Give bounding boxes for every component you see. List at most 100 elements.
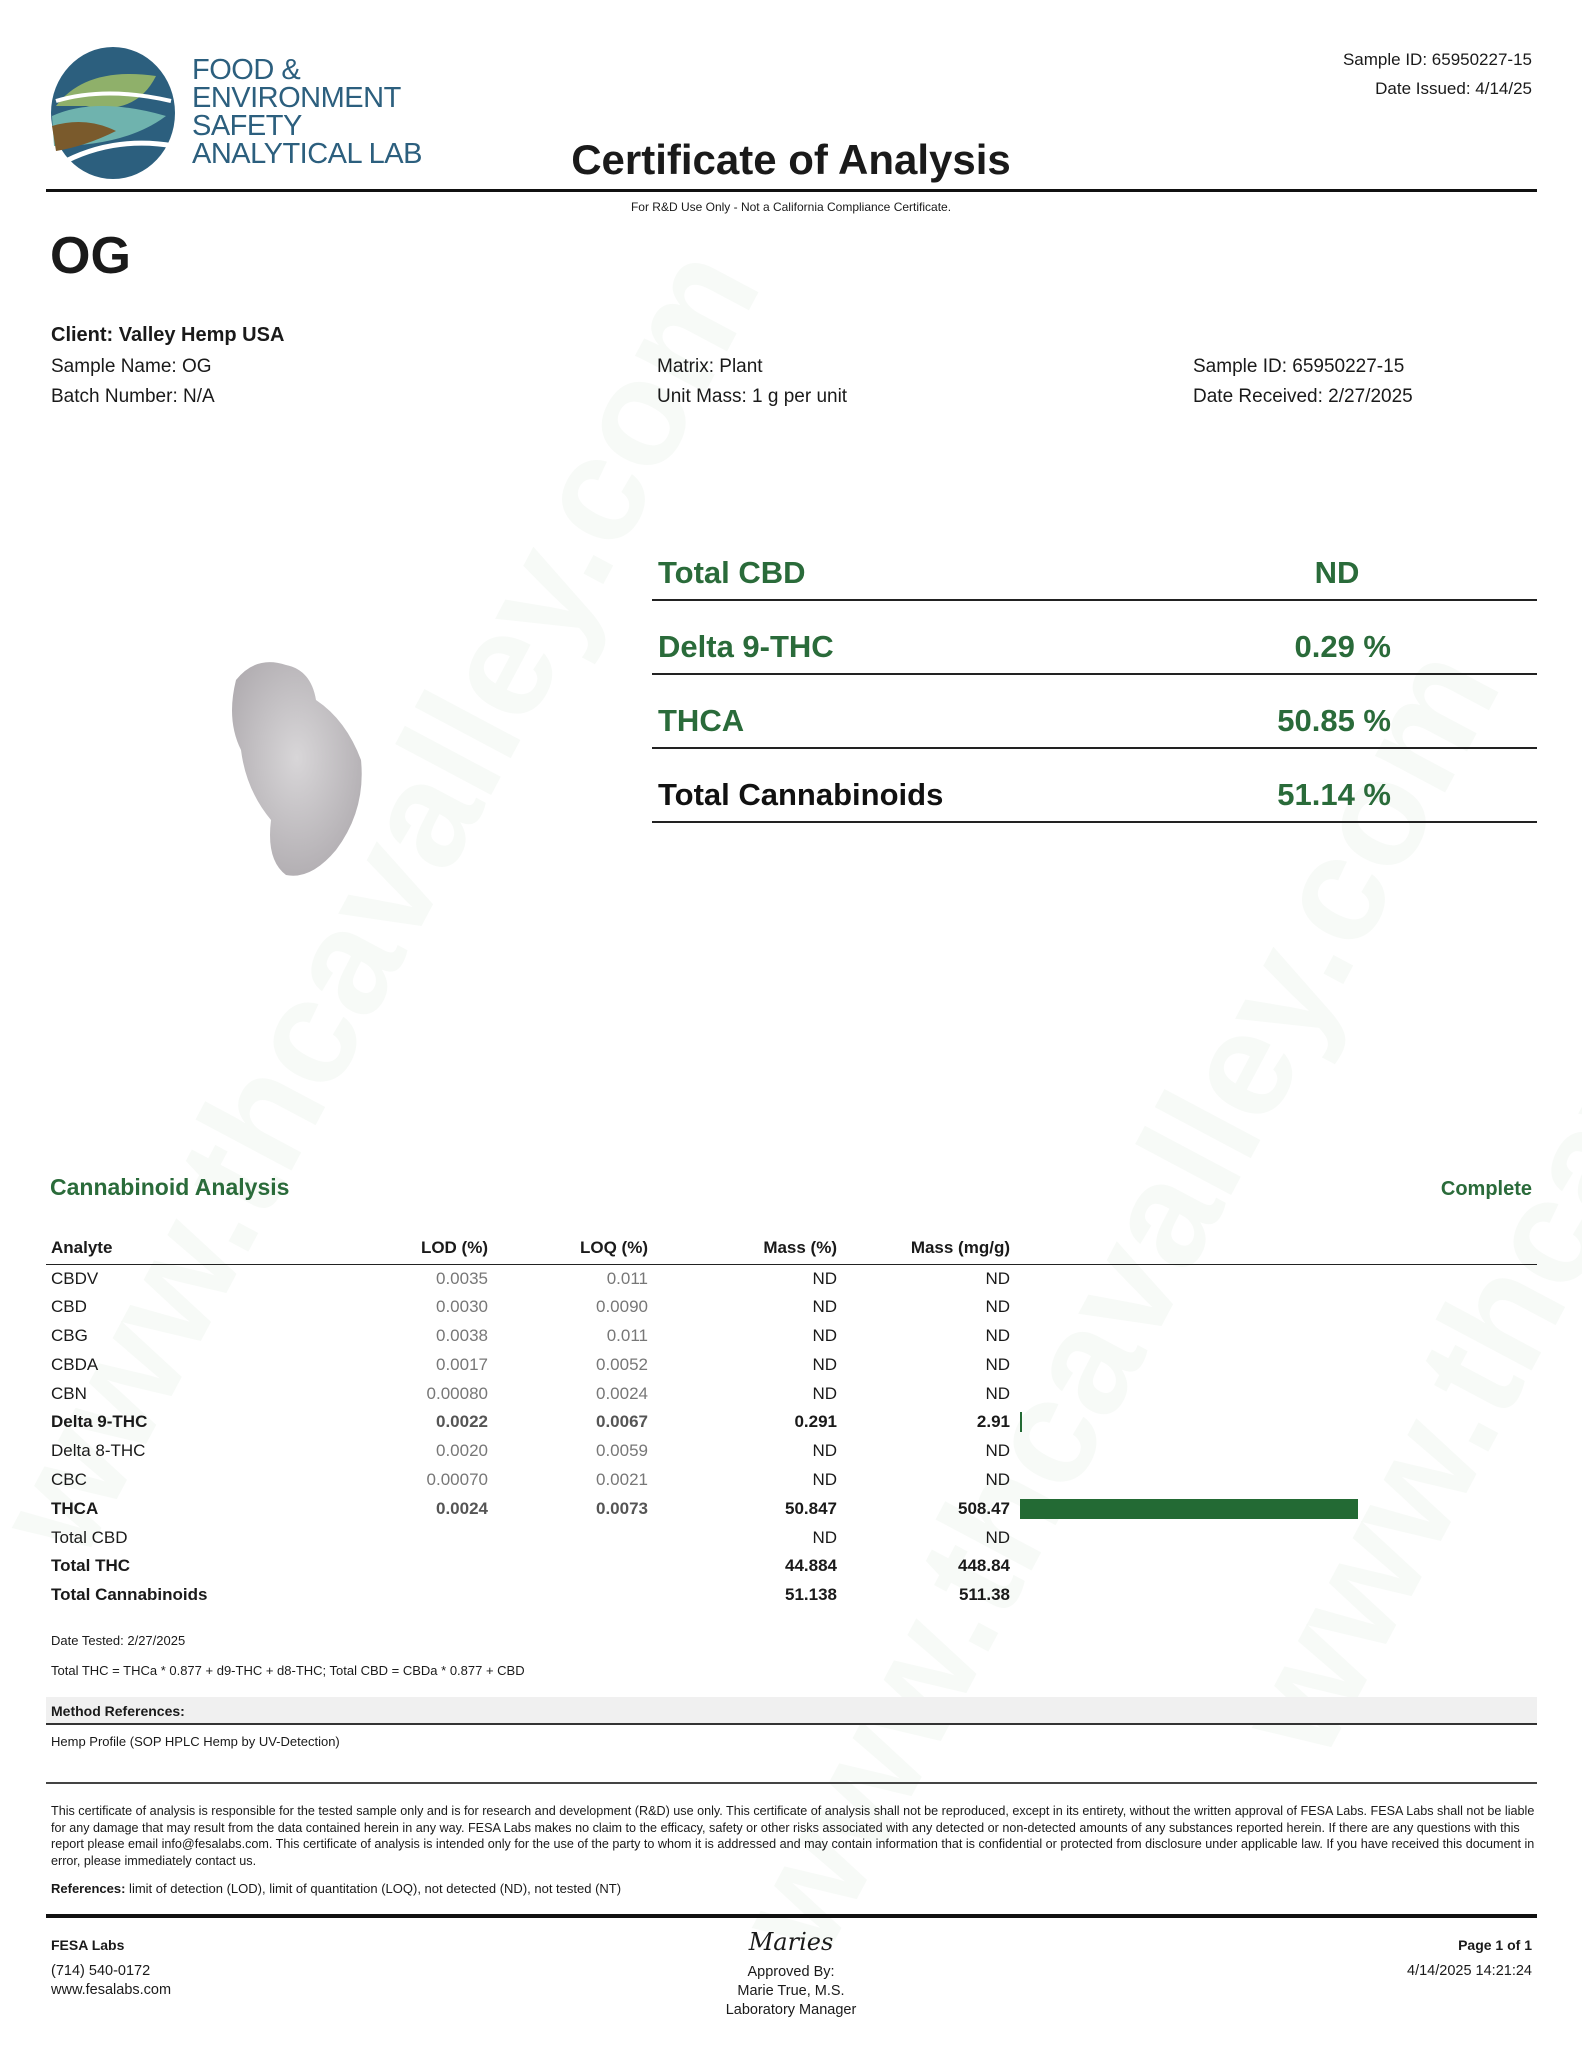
method-text: Hemp Profile (SOP HPLC Hemp by UV-Detect… — [51, 1734, 340, 1749]
cell-bar — [1010, 1408, 1537, 1437]
cell-mass-pct: ND — [812, 1441, 837, 1461]
table-row: Total CBD ND ND — [46, 1523, 1537, 1552]
approval-block: Approved By: Marie True, M.S. Laboratory… — [641, 1963, 941, 2020]
date-received: Date Received: 2/27/2025 — [1193, 386, 1413, 407]
unit-mass: Unit Mass: 1 g per unit — [657, 386, 848, 407]
cell-analyte: Total THC — [51, 1556, 131, 1576]
cell-bar — [1010, 1264, 1537, 1293]
summary-value: 51.14 % — [1277, 777, 1391, 812]
summary-label: Total CBD — [658, 555, 806, 590]
table-row: CBG 0.0038 0.011 ND ND — [46, 1322, 1537, 1351]
page-number: Page 1 of 1 — [1458, 1937, 1532, 1953]
cell-mass-mg: ND — [985, 1527, 1010, 1547]
divider — [46, 1782, 1537, 1784]
cell-mass-mg: ND — [985, 1325, 1010, 1345]
cell-lod: 0.0022 — [436, 1412, 488, 1432]
cell-analyte: Delta 9-THC — [51, 1412, 148, 1432]
references: References: limit of detection (LOD), li… — [51, 1881, 621, 1896]
cell-bar — [1010, 1322, 1537, 1351]
table-row: CBDV 0.0035 0.011 ND ND — [46, 1264, 1537, 1293]
cell-mass-mg: ND — [985, 1441, 1010, 1461]
table-row: CBC 0.00070 0.0021 ND ND — [46, 1466, 1537, 1495]
cell-mass-pct: 44.884 — [785, 1556, 837, 1576]
approver-title: Laboratory Manager — [725, 2002, 857, 2018]
cell-mass-mg: 448.84 — [958, 1556, 1010, 1576]
cell-lod: 0.0030 — [436, 1297, 488, 1317]
cell-bar — [1010, 1437, 1537, 1466]
cell-analyte: CBD — [51, 1297, 87, 1317]
cell-mass-mg: ND — [985, 1297, 1010, 1317]
divider — [46, 189, 1537, 192]
cell-loq: 0.0073 — [596, 1498, 648, 1518]
table-row: Delta 8-THC 0.0020 0.0059 ND ND — [46, 1437, 1537, 1466]
cell-lod: 0.00070 — [426, 1469, 488, 1489]
cell-loq — [488, 1581, 648, 1610]
page-title: Certificate of Analysis — [571, 136, 1011, 183]
summary-row-total-cannabinoids: Total Cannabinoids 51.14 % — [652, 749, 1537, 823]
cell-mass-mg: 2.91 — [976, 1412, 1010, 1432]
cell-mass-pct: ND — [812, 1383, 837, 1403]
cell-lod: 0.0020 — [436, 1441, 488, 1461]
cell-bar — [1010, 1379, 1537, 1408]
logo-line: ENVIRONMENT — [192, 82, 401, 114]
cell-mass-pct: ND — [812, 1297, 837, 1317]
col-loq: LOQ (%) — [488, 1236, 648, 1265]
sample-heading: OG — [50, 227, 131, 285]
col-mass-pct: Mass (%) — [648, 1236, 837, 1265]
cell-mass-pct: ND — [812, 1354, 837, 1374]
table-row: Total Cannabinoids 51.138 511.38 — [46, 1581, 1537, 1610]
cell-analyte: CBDA — [51, 1354, 99, 1374]
col-mass-mg: Mass (mg/g) — [837, 1236, 1010, 1265]
cell-loq — [488, 1552, 648, 1581]
logo-text: FOOD & ENVIRONMENT SAFETY ANALYTICAL LAB — [192, 56, 422, 169]
date-issued: Date Issued: 4/14/25 — [1375, 79, 1532, 98]
cell-bar — [1010, 1293, 1537, 1322]
sample-id: Sample ID: 65950227-15 — [1193, 356, 1405, 377]
footer-website[interactable]: www.fesalabs.com — [51, 1982, 172, 1998]
cell-bar — [1010, 1581, 1537, 1610]
summary-row-total-cbd: Total CBD ND — [652, 527, 1537, 601]
col-bar — [1010, 1236, 1537, 1265]
table-row: Total THC 44.884 448.84 — [46, 1552, 1537, 1581]
cell-analyte: CBG — [51, 1325, 88, 1345]
cell-lod — [276, 1581, 488, 1610]
cell-bar — [1010, 1523, 1537, 1552]
summary-label: Delta 9-THC — [658, 629, 834, 664]
section-title: Cannabinoid Analysis — [50, 1174, 290, 1200]
summary-value: 0.29 % — [1294, 629, 1391, 664]
cell-mass-pct: ND — [812, 1268, 837, 1288]
fesa-logo-icon — [51, 47, 175, 179]
cell-mass-mg: ND — [985, 1469, 1010, 1489]
notice: For R&D Use Only - Not a California Comp… — [630, 200, 952, 214]
sample-photo — [232, 662, 362, 876]
approved-by: Approved By: — [747, 1964, 835, 1980]
signature: Maries — [748, 1928, 834, 1956]
method-references-header: Method References: — [46, 1697, 1537, 1725]
cell-loq: 0.0090 — [596, 1297, 648, 1317]
sample-name: Sample Name: OG — [51, 356, 212, 377]
summary-label: Total Cannabinoids — [658, 777, 944, 812]
cell-analyte: CBDV — [51, 1268, 99, 1288]
footer-timestamp: 4/14/2025 14:21:24 — [1407, 1963, 1532, 1979]
cell-analyte: THCA — [51, 1498, 99, 1518]
cell-loq: 0.0052 — [596, 1354, 648, 1374]
table-row: CBDA 0.0017 0.0052 ND ND — [46, 1350, 1537, 1379]
status-badge: Complete — [1440, 1178, 1532, 1200]
table-row: CBD 0.0030 0.0090 ND ND — [46, 1293, 1537, 1322]
cell-bar — [1010, 1466, 1537, 1495]
cell-loq: 0.0024 — [596, 1383, 648, 1403]
cell-mass-pct: 0.291 — [794, 1412, 837, 1432]
col-analyte: Analyte — [46, 1236, 276, 1265]
cell-lod: 0.0024 — [436, 1498, 488, 1518]
batch-number: Batch Number: N/A — [51, 386, 215, 407]
table-header: Analyte LOD (%) LOQ (%) Mass (%) Mass (m… — [46, 1236, 1537, 1265]
cell-loq: 0.0021 — [596, 1469, 648, 1489]
footer-company: FESA Labs — [51, 1937, 125, 1953]
cell-lod — [276, 1523, 488, 1552]
cell-mass-pct: 50.847 — [785, 1498, 837, 1518]
cell-analyte: CBN — [51, 1383, 87, 1403]
references-label: References: — [51, 1881, 126, 1896]
header-sample-id: Sample ID: 65950227-15 — [1342, 50, 1532, 69]
cell-mass-pct: ND — [812, 1527, 837, 1547]
cell-bar — [1010, 1494, 1537, 1523]
